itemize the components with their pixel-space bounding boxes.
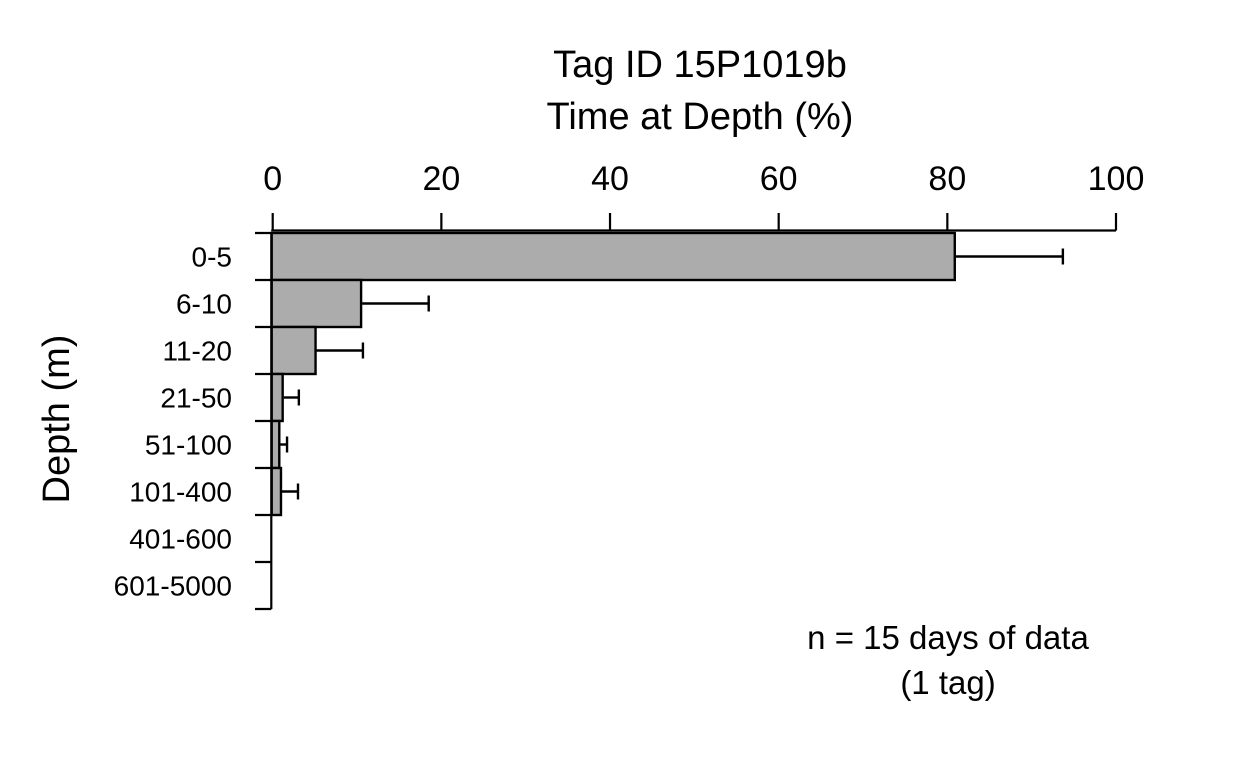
category-label: 6-10 [176, 289, 232, 320]
x-axis-tick-label: 100 [1088, 160, 1145, 198]
x-axis-tick-label: 20 [422, 160, 460, 198]
tag-count-note: (1 tag) [900, 664, 996, 701]
category-label: 51-100 [145, 430, 232, 461]
bar [270, 231, 956, 282]
category-label: 21-50 [160, 383, 232, 414]
category-label: 601-5000 [114, 571, 232, 602]
bar [270, 419, 281, 470]
x-axis-tick-label: 60 [760, 160, 798, 198]
bar [270, 466, 283, 517]
category-label: 401-600 [129, 524, 232, 555]
x-axis-tick-label: 40 [591, 160, 629, 198]
category-label: 11-20 [162, 336, 232, 367]
category-label: 101-400 [129, 477, 232, 508]
chart-subtitle: Time at Depth (%) [546, 96, 854, 138]
chart-title: Tag ID 15P1019b [553, 44, 847, 86]
x-axis-tick-label: 80 [928, 160, 966, 198]
bar [270, 325, 317, 376]
category-label: 0-5 [192, 242, 232, 273]
x-axis-tick-label: 0 [263, 160, 282, 198]
sample-size-note: n = 15 days of data [807, 619, 1089, 656]
bar [270, 372, 284, 423]
bar [270, 278, 363, 329]
